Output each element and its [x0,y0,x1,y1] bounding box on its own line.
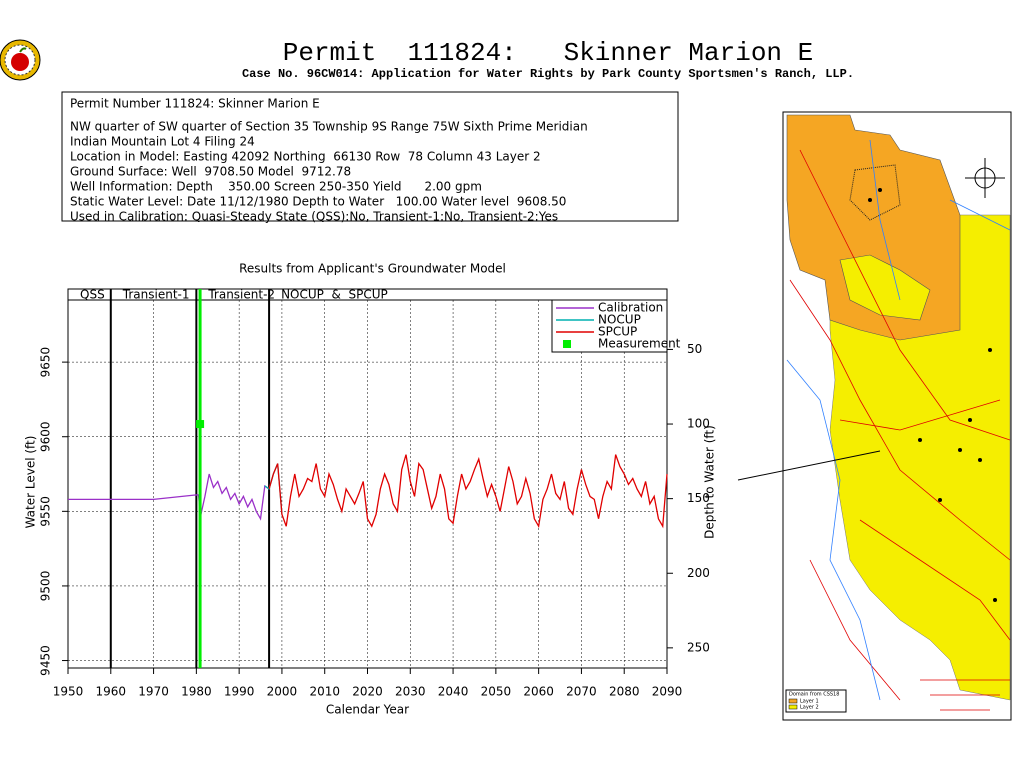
chart-title: Results from Applicant's Groundwater Mod… [239,262,506,276]
map-legend-entry: Layer 1 [800,699,819,705]
info-line: Static Water Level: Date 11/12/1980 Dept… [70,195,566,209]
x-tick-label: 2020 [352,685,383,699]
period-label: QSS [80,288,105,302]
y2-axis-label: Depth to Water (ft) [703,425,717,539]
info-line: Ground Surface: Well 9708.50 Model 9712.… [70,165,351,179]
chart: Results from Applicant's Groundwater Mod… [24,262,717,717]
legend-label: SPCUP [598,325,637,339]
y2-tick-label: 150 [687,491,710,505]
x-tick-label: 2010 [309,685,340,699]
y-tick-label: 9650 [39,347,53,378]
x-tick-label: 2050 [481,685,512,699]
page-subtitle: Case No. 96CW014: Application for Water … [242,67,854,81]
legend-label: Calibration [598,301,663,315]
period-label: NOCUP & SPCUP [281,288,388,302]
x-tick-label: 2070 [566,685,597,699]
y-tick-label: 9550 [39,496,53,527]
period-label: Transient-2 [207,288,275,302]
map-legend-entry: Layer 2 [800,705,819,711]
map: Domain from CSS18 Layer 1 Layer 2 [782,111,1012,721]
info-line: Used in Calibration: Quasi-Steady State … [70,210,558,224]
y2-tick-label: 100 [687,417,710,431]
x-axis-label: Calendar Year [326,703,409,717]
info-box: Permit Number 111824: Skinner Marion E NW… [61,91,679,224]
info-line: Indian Mountain Lot 4 Filing 24 [70,135,255,149]
legend-swatch [563,340,571,348]
x-tick-label: 1980 [181,685,212,699]
info-border [61,91,679,222]
y-axis-label: Water Level (ft) [24,436,38,529]
measurement-point [196,420,205,429]
legend-label: Measurement [598,337,681,351]
x-tick-label: 2080 [609,685,640,699]
x-tick-label: 1990 [224,685,255,699]
x-tick-label: 1960 [96,685,127,699]
x-tick-label: 1970 [138,685,169,699]
x-tick-label: 2090 [652,685,683,699]
y2-tick-label: 200 [687,566,710,580]
series-line [268,454,668,529]
location-pointer [737,450,881,481]
x-tick-label: 2030 [395,685,426,699]
logo [0,39,41,81]
y2-tick-label: 250 [687,640,710,654]
y2-tick-label: 50 [687,342,702,356]
y-tick-label: 9500 [39,571,53,602]
period-label: Transient-1 [122,288,190,302]
map-legend-title: Domain from CSS18 [789,692,839,698]
x-tick-label: 2000 [267,685,298,699]
x-tick-label: 2040 [438,685,469,699]
page-title: Permit 111824: Skinner Marion E [283,38,814,68]
x-tick-label: 1950 [53,685,84,699]
legend-label: NOCUP [598,313,641,327]
info-line: NW quarter of SW quarter of Section 35 T… [70,120,588,134]
info-line: Well Information: Depth 350.00 Screen 25… [70,180,482,194]
info-line: Location in Model: Easting 42092 Northin… [70,150,541,164]
y-tick-label: 9600 [39,421,53,452]
x-tick-label: 2060 [523,685,554,699]
info-line: Permit Number 111824: Skinner Marion E [70,97,320,111]
y-tick-label: 9450 [39,645,53,676]
